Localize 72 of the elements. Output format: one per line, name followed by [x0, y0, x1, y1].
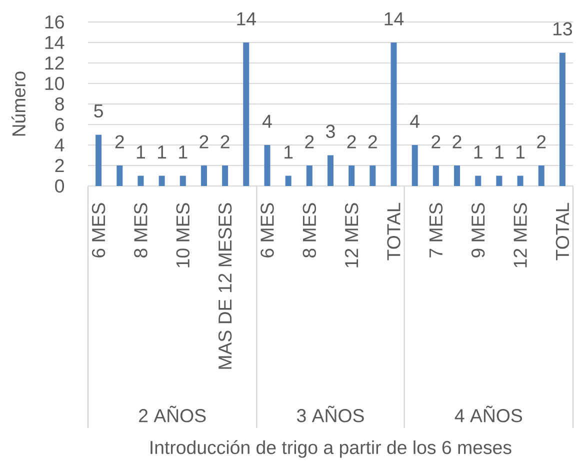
- data-label: 3: [326, 124, 335, 138]
- x-tick-label: 6 MES: [92, 203, 106, 258]
- y-axis-title: Número: [12, 72, 26, 136]
- bar: [243, 42, 250, 186]
- data-label: 4: [410, 114, 420, 128]
- y-tick-label: 16: [45, 15, 64, 29]
- bar: [96, 134, 102, 186]
- data-label: 2: [347, 135, 356, 148]
- bar: [158, 176, 165, 186]
- bar: [370, 166, 376, 186]
- data-label: 2: [368, 135, 377, 148]
- data-label: 2: [432, 135, 440, 148]
- x-axis-title: 4 AÑOS: [454, 406, 522, 422]
- y-tick-label: 4: [54, 138, 64, 152]
- bar: [200, 166, 207, 186]
- bar: [454, 166, 460, 186]
- x-tick-label: 9 MES: [471, 203, 485, 258]
- data-label: 5: [94, 104, 103, 118]
- y-tick-label: 8: [55, 97, 64, 111]
- data-label: 1: [474, 146, 482, 158]
- bar: [222, 166, 228, 186]
- x-tick-label: TOTAL: [556, 202, 570, 260]
- x-tick-label: 12 MES: [344, 203, 358, 268]
- x-tick-label: TOTAL: [387, 202, 400, 260]
- data-label: 2: [200, 135, 208, 148]
- text: Introducción de trigo a partir de los 6 meses: [150, 440, 512, 458]
- bar: [285, 176, 292, 186]
- data-label: 1: [495, 146, 504, 158]
- x-tick-label: MAS DE 12 MESES: [218, 203, 232, 369]
- y-tick-label: 12: [45, 56, 64, 70]
- x-axis-title: 3 AÑOS: [296, 406, 364, 422]
- data-label: 2: [305, 135, 314, 148]
- data-label: 2: [537, 135, 546, 148]
- data-label: 1: [158, 146, 166, 158]
- data-label: 1: [516, 146, 525, 158]
- y-tick-label: 6: [55, 118, 64, 132]
- x-tick-label: 8 MES: [134, 203, 148, 258]
- x-tick-label: 12 MES: [514, 203, 527, 268]
- data-label: 13: [553, 22, 572, 36]
- bar: [475, 176, 482, 186]
- data-label: 1: [136, 146, 145, 158]
- y-tick-label: 2: [55, 158, 64, 172]
- data-label: 1: [284, 146, 293, 158]
- data-label: 2: [220, 135, 230, 148]
- bar: [517, 176, 524, 186]
- x-tick-label: 10 MES: [176, 203, 190, 268]
- y-tick-label: 14: [45, 36, 64, 49]
- bar: [496, 176, 502, 186]
- data-label: 14: [384, 12, 404, 26]
- data-label: 4: [262, 114, 272, 128]
- bar: [432, 166, 439, 186]
- bar: [180, 176, 186, 186]
- bar: [264, 145, 270, 186]
- bar: [138, 176, 144, 186]
- x-tick-label: 8 MES: [302, 203, 316, 258]
- bar: [306, 166, 312, 186]
- bar: [412, 145, 418, 186]
- bar: [559, 52, 566, 186]
- x-tick-label: 7 MES: [429, 203, 443, 258]
- data-label: 1: [179, 146, 188, 158]
- x-tick-label: 6 MES: [260, 203, 274, 258]
- bar: [328, 155, 334, 186]
- y-tick-label: 0: [55, 179, 64, 193]
- bar: [538, 166, 544, 186]
- data-label: 2: [452, 135, 462, 148]
- data-label: 14: [237, 12, 256, 26]
- bar: [348, 166, 355, 186]
- bar: [390, 42, 397, 186]
- y-tick-label: 10: [45, 76, 64, 90]
- bar: [116, 166, 123, 186]
- data-label: 2: [115, 135, 124, 148]
- x-axis-title: 2 AÑOS: [139, 406, 206, 422]
